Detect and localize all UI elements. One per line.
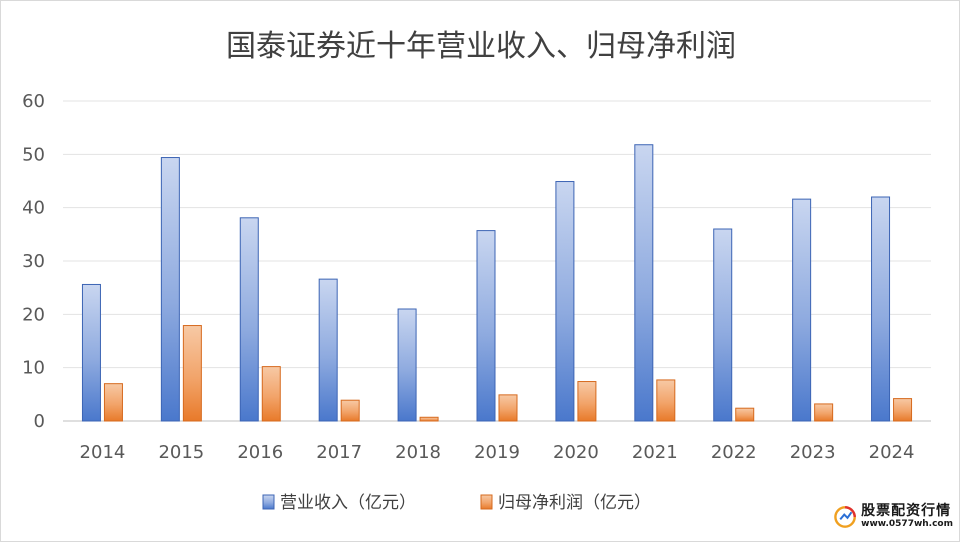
x-tick-label: 2017 xyxy=(316,442,362,463)
bar-revenue xyxy=(713,228,733,422)
chart-title: 国泰证券近十年营业收入、归母净利润 xyxy=(226,29,736,64)
bar-net-profit xyxy=(103,383,123,422)
y-tick-label: 10 xyxy=(22,358,45,379)
bar-revenue xyxy=(318,278,338,422)
bar-revenue xyxy=(160,157,180,422)
bar-revenue xyxy=(871,196,891,422)
x-tick-label: 2023 xyxy=(790,442,836,463)
bar-revenue xyxy=(555,181,575,422)
bar-revenue xyxy=(476,230,496,422)
watermark-logo-icon xyxy=(834,506,856,528)
bar-net-profit xyxy=(735,407,755,422)
legend-label-net-profit: 归母净利润（亿元） xyxy=(498,493,651,513)
x-tick-label: 2015 xyxy=(158,442,204,463)
x-tick-label: 2020 xyxy=(553,442,599,463)
y-tick-label: 50 xyxy=(22,144,45,165)
y-tick-label: 40 xyxy=(22,198,45,219)
bar-net-profit xyxy=(419,416,439,422)
legend-label-revenue: 营业收入（亿元） xyxy=(280,493,416,513)
x-tick-label: 2019 xyxy=(474,442,520,463)
y-axis-ticks: 0 10 20 30 40 50 60 xyxy=(22,91,45,432)
bar-revenue xyxy=(634,144,654,422)
watermark-name: 股票配资行情 xyxy=(861,503,952,520)
bar-net-profit xyxy=(261,366,281,422)
y-tick-label: 60 xyxy=(22,91,45,112)
y-tick-label: 0 xyxy=(34,411,45,432)
bar-revenue xyxy=(397,308,417,422)
legend-swatch xyxy=(262,494,275,510)
watermark-url: www.0577wh.com xyxy=(861,518,953,529)
x-tick-label: 2022 xyxy=(711,442,757,463)
bar-net-profit xyxy=(814,403,834,422)
x-tick-label: 2014 xyxy=(80,442,126,463)
bars xyxy=(81,144,913,422)
bar-revenue xyxy=(81,283,101,422)
bar-net-profit xyxy=(577,381,597,422)
bar-net-profit xyxy=(498,394,518,422)
legend: 营业收入（亿元） 归母净利润（亿元） xyxy=(262,493,651,513)
watermark: 股票配资行情 www.0577wh.com xyxy=(833,497,953,537)
x-tick-label: 2016 xyxy=(237,442,283,463)
bar-revenue xyxy=(239,217,259,422)
x-tick-label: 2018 xyxy=(395,442,441,463)
y-tick-label: 20 xyxy=(22,304,45,325)
bar-net-profit xyxy=(656,379,676,422)
legend-swatch xyxy=(480,494,493,510)
x-axis-ticks: 2014 2015 2016 2017 2018 2019 2020 2021 2022 2023… xyxy=(80,442,915,463)
bar-revenue xyxy=(792,198,812,422)
bar-net-profit xyxy=(893,398,913,422)
bar-net-profit xyxy=(182,325,202,422)
bar-net-profit xyxy=(340,399,360,422)
x-tick-label: 2021 xyxy=(632,442,678,463)
x-tick-label: 2024 xyxy=(869,442,915,463)
gridlines xyxy=(63,100,931,422)
y-tick-label: 30 xyxy=(22,251,45,272)
